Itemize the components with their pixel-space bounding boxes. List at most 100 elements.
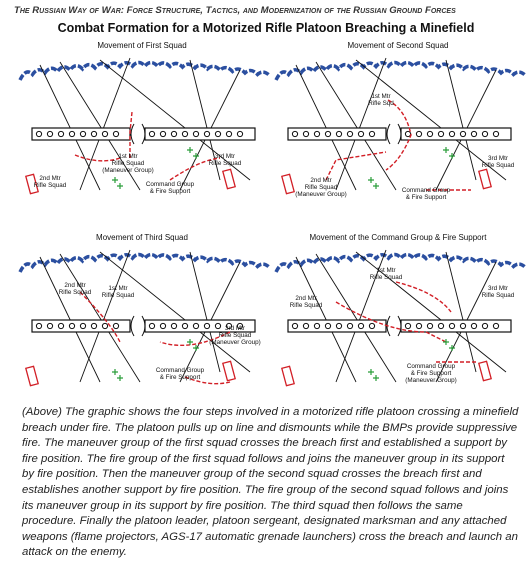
unit-label-line: 3rd Mtr — [215, 153, 235, 160]
movement-path — [159, 331, 231, 347]
soldier — [193, 153, 199, 159]
unit-label-line: Rifle Squad — [219, 332, 252, 339]
unit-label-line: 2nd Mtr — [39, 175, 60, 182]
unit-label-line: 3rd Mtr — [488, 155, 508, 162]
unit-label: Command Group & Fire Support — [402, 187, 451, 201]
soldier — [117, 183, 123, 189]
unit-label-line: 1st Mtr — [108, 285, 127, 292]
soldier — [443, 339, 449, 345]
unit-label: 2nd Mtr Rifle Squad — [34, 175, 67, 189]
mine — [148, 130, 156, 138]
mine — [236, 130, 244, 138]
tree-line — [274, 252, 528, 273]
mine — [181, 130, 189, 138]
mine — [426, 322, 434, 330]
mine — [313, 130, 321, 138]
mine — [225, 322, 233, 330]
mine — [57, 130, 65, 138]
breach-marks — [386, 123, 402, 145]
unit-label: 3rd Mtr Rifle Squad — [209, 153, 242, 167]
mine — [448, 322, 456, 330]
mine — [459, 322, 467, 330]
mine — [313, 322, 321, 330]
breach-marks — [130, 123, 146, 145]
vehicle — [222, 168, 236, 190]
mine — [214, 130, 222, 138]
mine — [492, 322, 500, 330]
unit-label-line: Rifle Sqd — [368, 100, 394, 107]
breach-marks — [386, 315, 402, 337]
fire-line — [79, 249, 131, 383]
unit-label: 1st Mtr Rifle Squad — [370, 267, 403, 281]
unit-label: 1st Mtr Rifle Squad (Maneuver Group) — [102, 153, 153, 174]
mine — [57, 322, 65, 330]
mine — [324, 130, 332, 138]
tree-line — [274, 60, 528, 81]
unit-label: 3rd Mtr Rifle Squad — [482, 155, 515, 169]
mine — [481, 130, 489, 138]
soldier — [368, 369, 374, 375]
mine — [159, 130, 167, 138]
unit-label-line: Rifle Squad — [482, 292, 515, 299]
mine — [90, 130, 98, 138]
unit-label: Command Group & Fire Support — [146, 181, 195, 195]
unit-label-line: 2nd Mtr — [64, 282, 85, 289]
mine — [357, 322, 365, 330]
fire-line — [189, 251, 221, 373]
mine — [203, 322, 211, 330]
mine — [492, 130, 500, 138]
mine — [170, 322, 178, 330]
vehicle — [25, 173, 39, 195]
mine — [470, 130, 478, 138]
unit-label-line: Rifle Squad — [112, 160, 145, 167]
fire-line — [335, 57, 387, 191]
vehicle — [222, 360, 236, 382]
vehicle — [281, 173, 295, 195]
unit-label-line: Rifle Squad — [482, 162, 515, 169]
mine — [324, 322, 332, 330]
soldier — [373, 183, 379, 189]
soldier — [187, 147, 193, 153]
unit-label-line: Rifle Squad — [305, 184, 338, 191]
mine — [335, 322, 343, 330]
unit-label-line: 3rd Mtr — [225, 325, 245, 332]
mine — [46, 130, 54, 138]
unit-label-line: & Fire Support — [411, 370, 452, 377]
fire-line — [445, 251, 477, 373]
unit-label-line: Command Group — [402, 187, 451, 194]
mine — [335, 130, 343, 138]
fire-line — [99, 251, 251, 373]
unit-label-line: 2nd Mtr — [310, 177, 331, 184]
mine — [415, 322, 423, 330]
mine — [357, 130, 365, 138]
movement-path — [395, 281, 452, 313]
unit-label-line: (Maneuver Group) — [405, 377, 456, 384]
breach-marks — [130, 315, 146, 337]
soldier — [187, 339, 193, 345]
mine — [448, 130, 456, 138]
mine — [192, 130, 200, 138]
mine — [79, 322, 87, 330]
soldier — [449, 153, 455, 159]
header-title: The Russian Way of War: Force Structure,… — [14, 5, 456, 16]
caption: (Above) The graphic shows the four steps… — [22, 406, 519, 559]
mine — [291, 322, 299, 330]
mine — [368, 130, 376, 138]
fire-line — [315, 253, 397, 383]
panel-title: Movement of Second Squad — [348, 41, 449, 50]
mine — [302, 322, 310, 330]
mine — [437, 322, 445, 330]
mine — [148, 322, 156, 330]
fire-line — [189, 59, 221, 181]
panel: Movement of Second Squad 1st Mtr Rifle Sqd… — [274, 41, 528, 201]
mine — [225, 130, 233, 138]
mine — [481, 322, 489, 330]
movement-path — [325, 151, 387, 181]
mine — [404, 322, 412, 330]
mine — [302, 130, 310, 138]
vehicle — [478, 360, 492, 382]
unit-label-line: Command Group — [156, 367, 205, 374]
unit-label: 2nd Mtr Rifle Squad (Maneuver Group) — [295, 177, 346, 198]
